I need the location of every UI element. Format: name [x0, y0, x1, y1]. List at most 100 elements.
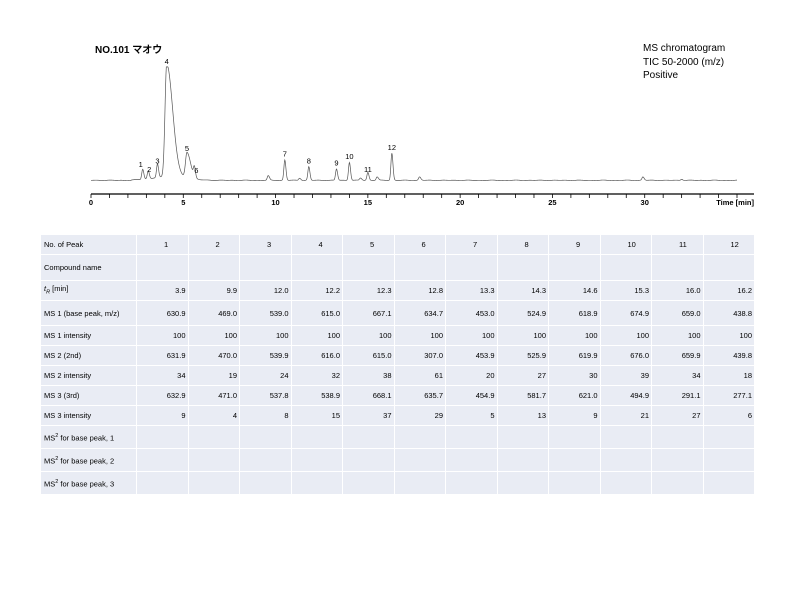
table-cell: 539.9	[239, 345, 292, 366]
table-cell: 470.0	[187, 345, 240, 366]
table-cell: 525.9	[496, 345, 549, 366]
table-cell: 615.0	[342, 345, 395, 366]
table-cell: 469.0	[187, 300, 240, 326]
table-header-row: No. of Peak 1 2 3 4 5 6 7 8 9 10 11 12	[40, 234, 755, 255]
table-cell	[599, 425, 652, 449]
table-cell: 616.0	[290, 345, 343, 366]
x-tick-label: 5	[181, 198, 185, 207]
peak-number-cell: 10	[599, 234, 652, 255]
row-label: tR [min]	[40, 280, 137, 301]
row-label: MS2 for base peak, 1	[40, 425, 137, 449]
table-cell: 24	[239, 365, 292, 386]
peak-number-cell: 2	[187, 234, 240, 255]
table-cell: 9.9	[187, 280, 240, 301]
table-cell: 100	[445, 325, 498, 346]
table-cell: 438.8	[702, 300, 755, 326]
table-cell	[702, 254, 755, 281]
table-cell: 100	[702, 325, 755, 346]
table-row: MS 3 (3rd) 632.9 471.0 537.8 538.9 668.1 635.7…	[40, 385, 755, 406]
table-cell	[239, 471, 292, 495]
table-cell	[599, 448, 652, 472]
table-cell	[342, 425, 395, 449]
peak-label: 1	[139, 160, 143, 169]
table-cell	[290, 254, 343, 281]
table-cell: 100	[496, 325, 549, 346]
table-cell	[651, 425, 704, 449]
table-cell: 630.9	[136, 300, 189, 326]
peak-table-body: No. of Peak 1 2 3 4 5 6 7 8 9 10 11 12 Compound name t…	[40, 234, 755, 495]
x-tick-label: 20	[456, 198, 464, 207]
table-cell	[393, 254, 446, 281]
table-cell	[187, 425, 240, 449]
peak-number-cell: 4	[290, 234, 343, 255]
row-label: MS2 for base peak, 2	[40, 448, 137, 472]
table-cell: 454.9	[445, 385, 498, 406]
table-cell	[393, 448, 446, 472]
table-cell	[445, 425, 498, 449]
peak-label: 7	[283, 150, 287, 159]
table-cell: 38	[342, 365, 395, 386]
table-cell: 13	[496, 405, 549, 426]
table-cell	[599, 471, 652, 495]
peak-number-cell: 3	[239, 234, 292, 255]
table-cell	[239, 425, 292, 449]
table-cell: 471.0	[187, 385, 240, 406]
table-cell	[651, 448, 704, 472]
row-label: MS 3 (3rd)	[40, 385, 137, 406]
table-cell	[548, 254, 601, 281]
table-cell: 539.0	[239, 300, 292, 326]
table-cell: 61	[393, 365, 446, 386]
table-cell	[445, 254, 498, 281]
table-cell: 9	[136, 405, 189, 426]
table-cell: 667.1	[342, 300, 395, 326]
peak-table: No. of Peak 1 2 3 4 5 6 7 8 9 10 11 12 Compound name t…	[40, 234, 755, 495]
x-tick-label: 15	[364, 198, 372, 207]
table-cell: 8	[239, 405, 292, 426]
table-cell	[187, 254, 240, 281]
row-label: MS 3 intensity	[40, 405, 137, 426]
table-cell: 524.9	[496, 300, 549, 326]
table-cell: 634.7	[393, 300, 446, 326]
peak-label: 3	[155, 156, 159, 165]
peak-label: 6	[194, 166, 198, 175]
table-cell	[496, 425, 549, 449]
table-cell	[445, 448, 498, 472]
table-cell	[290, 448, 343, 472]
table-cell: 27	[496, 365, 549, 386]
table-cell	[136, 254, 189, 281]
table-cell	[136, 448, 189, 472]
table-cell: 631.9	[136, 345, 189, 366]
table-cell: 538.9	[290, 385, 343, 406]
row-label-subscript: R	[46, 289, 51, 296]
table-cell	[445, 471, 498, 495]
table-cell: 307.0	[393, 345, 446, 366]
table-cell	[239, 448, 292, 472]
peak-number-cell: 12	[702, 234, 755, 255]
table-cell: 100	[290, 325, 343, 346]
method-line-2: TIC 50-2000 (m/z)	[643, 56, 725, 68]
table-cell: 494.9	[599, 385, 652, 406]
table-cell	[702, 448, 755, 472]
row-label-rest: for base peak, 3	[58, 479, 115, 489]
table-cell: 15	[290, 405, 343, 426]
table-row: MS 2 (2nd) 631.9 470.0 539.9 616.0 615.0 307.0…	[40, 345, 755, 366]
table-cell	[393, 471, 446, 495]
row-label: MS2 for base peak, 3	[40, 471, 137, 495]
row-label: Compound name	[40, 254, 137, 281]
table-cell: 30	[548, 365, 601, 386]
table-cell	[651, 254, 704, 281]
table-cell: 277.1	[702, 385, 755, 406]
table-cell: 3.9	[136, 280, 189, 301]
table-cell	[702, 425, 755, 449]
peak-number-cell: 11	[651, 234, 704, 255]
table-cell	[342, 448, 395, 472]
table-cell: 615.0	[290, 300, 343, 326]
table-cell: 100	[651, 325, 704, 346]
table-row: MS2 for base peak, 2	[40, 448, 755, 472]
table-cell	[599, 254, 652, 281]
table-cell: 34	[136, 365, 189, 386]
table-cell	[187, 448, 240, 472]
table-cell: 12.8	[393, 280, 446, 301]
table-cell: 291.1	[651, 385, 704, 406]
row-label: MS 2 intensity	[40, 365, 137, 386]
